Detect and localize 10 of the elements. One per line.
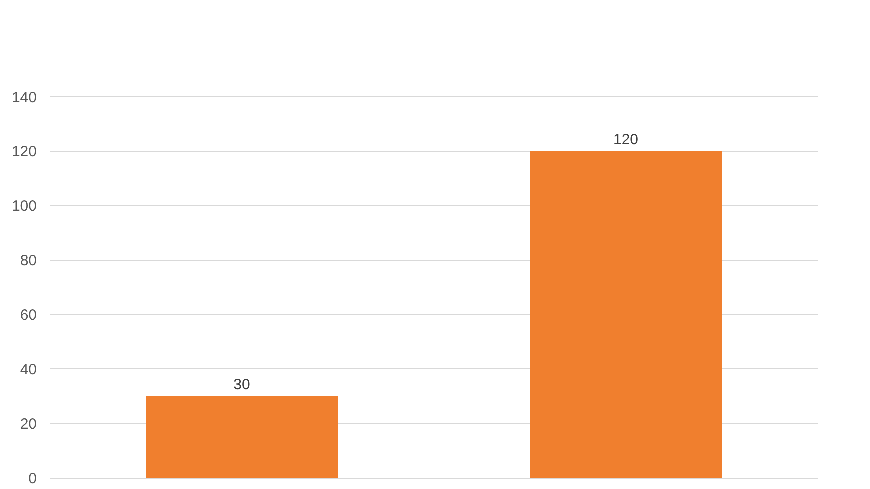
data-label: 30 [234, 376, 250, 394]
data-label: 120 [613, 131, 639, 148]
y-tick-label: 120 [12, 144, 37, 161]
y-tick-label: 20 [20, 416, 37, 433]
y-tick-label: 40 [20, 361, 37, 378]
y-tick-label: 100 [12, 198, 37, 216]
y-tick-label: 140 [12, 89, 37, 106]
y-tick-label: 60 [20, 306, 37, 324]
y-tick-label: 0 [28, 470, 37, 488]
y-tick-label: 80 [20, 252, 37, 270]
